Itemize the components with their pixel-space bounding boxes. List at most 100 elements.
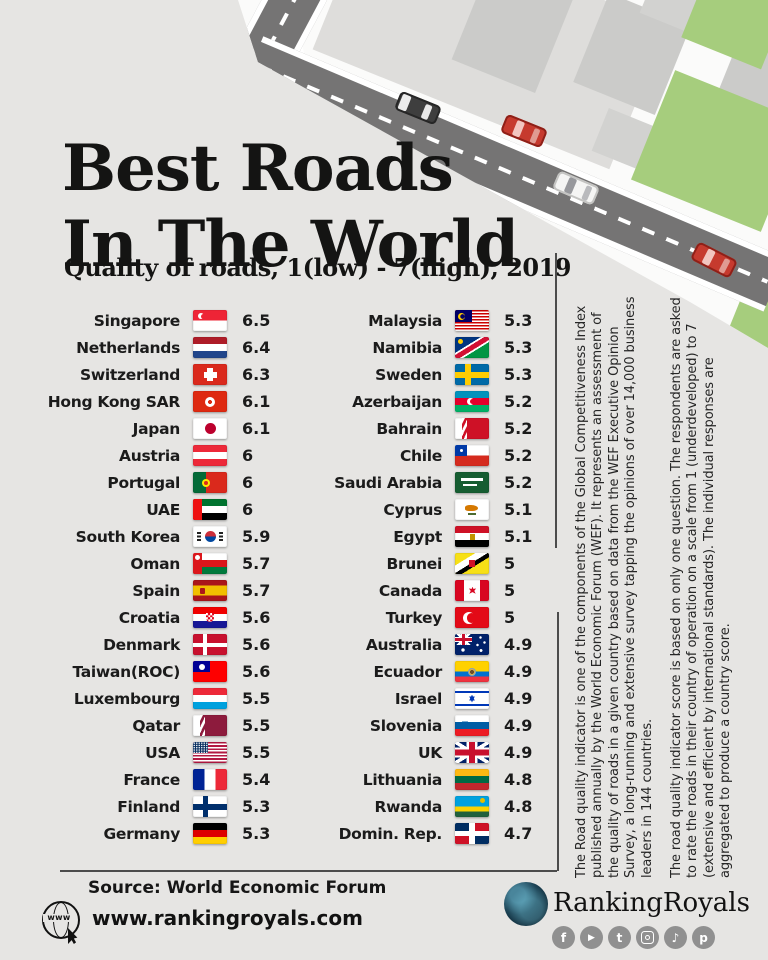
score-value: 5.7 (242, 581, 271, 600)
ranking-row: Singapore 6.5 (40, 307, 270, 334)
subtitle: Quality of roads, 1(low) - 7(high), 2019 (64, 253, 572, 282)
us-flag-icon (193, 742, 227, 763)
ranking-row: Brunei 5 (318, 550, 532, 577)
score-value: 5.3 (242, 797, 271, 816)
social-icons-row: f ▶ t ♪ p (552, 926, 715, 949)
country-name: Portugal (107, 473, 180, 492)
ranking-row: Azerbaijan 5.2 (318, 388, 532, 415)
kr-flag-icon (193, 526, 227, 547)
score-value: 5.5 (242, 716, 271, 735)
ranking-row: Chile 5.2 (318, 442, 532, 469)
country-name: Netherlands (76, 338, 180, 357)
website-url[interactable]: www.rankingroyals.com (92, 906, 363, 930)
ranking-row: Egypt 5.1 (318, 523, 532, 550)
cy-flag-icon (455, 499, 489, 520)
az-flag-icon (455, 391, 489, 412)
nl-flag-icon (193, 337, 227, 358)
country-name: Singapore (93, 311, 181, 330)
bn-flag-icon (455, 553, 489, 574)
ranking-row: Bahrain 5.2 (318, 415, 532, 442)
ranking-row: Denmark 5.6 (40, 631, 270, 658)
pinterest-icon[interactable]: p (692, 926, 715, 949)
footer-divider (60, 870, 557, 872)
youtube-glyph: ▶ (588, 932, 595, 943)
title-line2: In The World (62, 206, 519, 282)
score-value: 5.3 (504, 311, 533, 330)
map-park (681, 0, 768, 70)
score-value: 5.1 (504, 500, 533, 519)
ranking-row: Rwanda 4.8 (318, 793, 532, 820)
ranking-row: Hong Kong SAR 6.1 (40, 388, 270, 415)
country-name: Bahrain (376, 419, 442, 438)
title-line1: Best Roads (62, 130, 454, 206)
country-name: Malaysia (368, 311, 442, 330)
ranking-row: Australia 4.9 (318, 631, 532, 658)
rankingroyals-logo-icon (504, 882, 548, 926)
ranking-row: Netherlands 6.4 (40, 334, 270, 361)
ranking-row: Namibia 5.3 (318, 334, 532, 361)
rw-flag-icon (455, 796, 489, 817)
ranking-row: Japan 6.1 (40, 415, 270, 442)
score-value: 6 (242, 446, 254, 465)
country-name: Egypt (393, 527, 442, 546)
country-name: Japan (132, 419, 181, 438)
gb-flag-icon (455, 742, 489, 763)
country-name: Turkey (385, 608, 443, 627)
ranking-row: Israel 4.9 (318, 685, 532, 712)
instagram-icon[interactable] (636, 926, 659, 949)
country-name: Spain (132, 581, 180, 600)
jp-flag-icon (193, 418, 227, 439)
score-value: 6.5 (242, 311, 271, 330)
youtube-icon[interactable]: ▶ (580, 926, 603, 949)
country-name: Taiwan(ROC) (72, 662, 180, 681)
ranking-row: Qatar 5.5 (40, 712, 270, 739)
ranking-row: Switzerland 6.3 (40, 361, 270, 388)
country-name: UK (418, 743, 442, 762)
score-value: 5.9 (242, 527, 271, 546)
bh-flag-icon (455, 418, 489, 439)
ranking-column-right: Malaysia 5.3 Namibia 5.3 Sweden 5.3 Azerbaijan… (318, 307, 532, 847)
ranking-row: Slovenia 4.9 (318, 712, 532, 739)
tw-flag-icon (193, 661, 227, 682)
country-name: Canada (378, 581, 442, 600)
country-name: Chile (399, 446, 442, 465)
country-name: Austria (119, 446, 180, 465)
ranking-row: Portugal 6 (40, 469, 270, 496)
score-value: 5 (504, 581, 516, 600)
country-name: France (123, 770, 180, 789)
ranking-row: Taiwan(ROC) 5.6 (40, 658, 270, 685)
tr-flag-icon (455, 607, 489, 628)
score-value: 5.2 (504, 446, 533, 465)
au-flag-icon (455, 634, 489, 655)
ranking-row: Cyprus 5.1 (318, 496, 532, 523)
ranking-row: Sweden 5.3 (318, 361, 532, 388)
sa-flag-icon (455, 472, 489, 493)
tiktok-icon[interactable]: ♪ (664, 926, 687, 949)
de-flag-icon (193, 823, 227, 844)
ec-flag-icon (455, 661, 489, 682)
score-value: 4.7 (504, 824, 533, 843)
facebook-icon[interactable]: f (552, 926, 575, 949)
score-value: 5.5 (242, 689, 271, 708)
tiktok-glyph: ♪ (671, 930, 680, 945)
lu-flag-icon (193, 688, 227, 709)
country-name: Qatar (132, 716, 180, 735)
methodology-paragraph-1: The Road quality indicator is one of the… (574, 296, 655, 878)
ranking-row: Turkey 5 (318, 604, 532, 631)
score-value: 5.4 (242, 770, 271, 789)
pt-flag-icon (193, 472, 227, 493)
ranking-row: Finland 5.3 (40, 793, 270, 820)
score-value: 4.9 (504, 635, 533, 654)
score-value: 5.3 (504, 365, 533, 384)
score-value: 5.3 (242, 824, 271, 843)
ranking-row: Ecuador 4.9 (318, 658, 532, 685)
country-name: Israel (394, 689, 442, 708)
country-name: Croatia (118, 608, 181, 627)
country-name: Germany (103, 824, 180, 843)
ranking-row: Austria 6 (40, 442, 270, 469)
ranking-row: UK 4.9 (318, 739, 532, 766)
score-value: 4.9 (504, 743, 533, 762)
score-value: 5.3 (504, 338, 533, 357)
twitter-icon[interactable]: t (608, 926, 631, 949)
